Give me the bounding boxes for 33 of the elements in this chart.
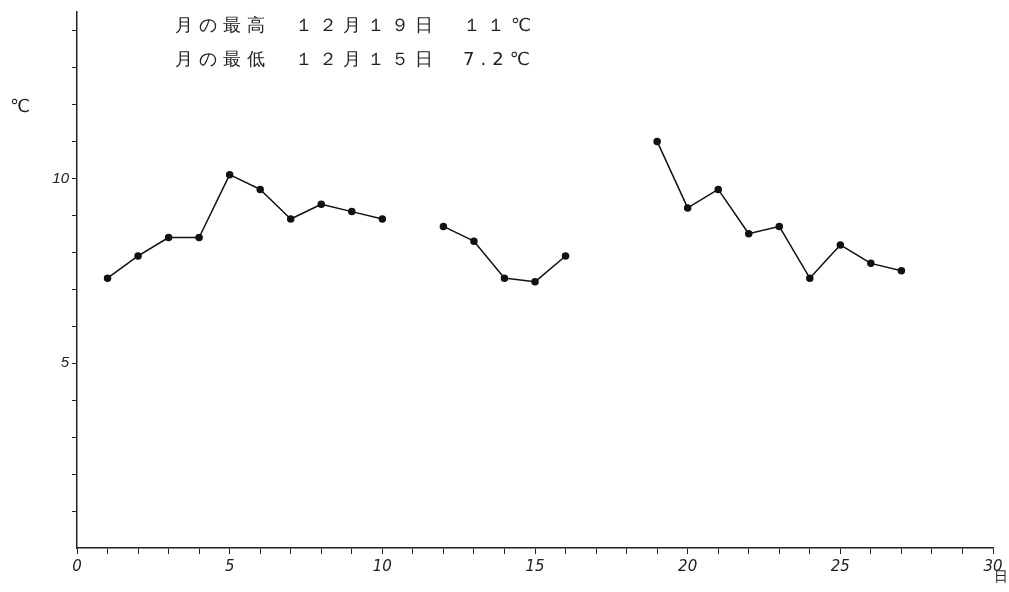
point [286,215,295,223]
point [683,204,692,212]
annotation: 月の最高 １２月１９日 １１℃ [175,13,538,37]
point [500,274,509,282]
point [714,185,722,194]
x-tick-label: 10 [372,557,392,576]
point [256,185,264,194]
point [744,230,753,238]
point [470,237,478,245]
point [225,170,234,179]
point [164,233,173,242]
point [653,137,661,146]
point [806,274,814,282]
point [378,215,387,223]
point [317,200,326,208]
point [439,222,448,231]
point [897,267,906,275]
point [348,207,356,216]
annotation: 月の最低 １２月１５日 7.2℃ [175,47,537,71]
point [836,241,845,249]
x-tick-label: 25 [830,557,850,576]
x-tick-label: 15 [525,557,545,576]
point [867,259,875,268]
point [531,278,539,286]
point [561,252,570,260]
point [103,274,112,282]
x-tick-label: 5 [224,557,235,576]
x-tick-label: 0 [72,557,82,576]
point [134,252,142,260]
point [195,233,203,242]
x-tick-label: 20 [678,557,698,576]
point [775,222,784,231]
y-axis-title: ℃ [10,95,31,116]
